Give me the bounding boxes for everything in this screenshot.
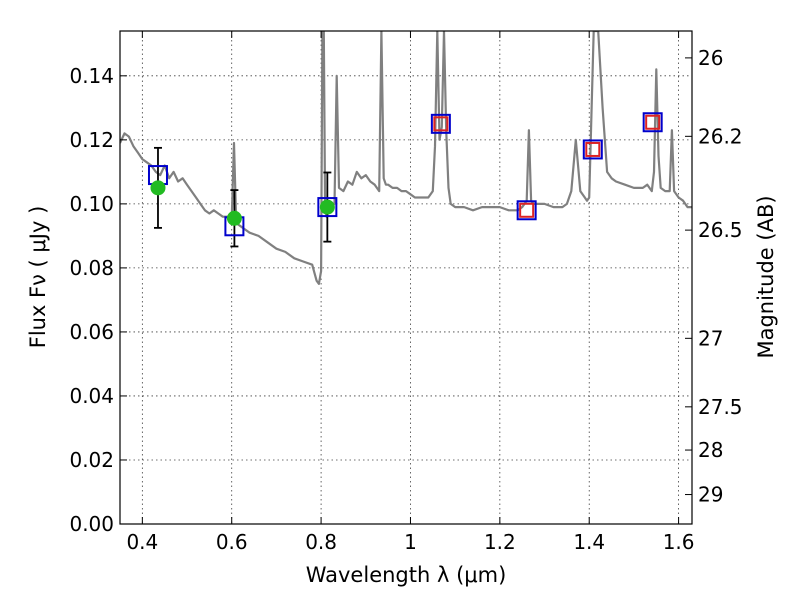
ticks: 0.4 0.6 0.8 1 1.2 1.4 1.6 0.00 0.02 0.04 0.06 0.08 0… (69, 31, 743, 554)
y2-tick-label: 27.5 (698, 395, 743, 419)
x-tick-label: 1.6 (663, 530, 695, 554)
y-tick-label: 0.02 (69, 448, 114, 472)
y2-tick-label: 26.2 (698, 124, 743, 148)
plot-area (120, 31, 692, 285)
model-square-blue (642, 112, 663, 133)
y-tick-label: 0.08 (69, 256, 114, 280)
y2-tick-label: 28 (698, 438, 723, 462)
x-tick-label: 1 (404, 530, 417, 554)
x-tick-label: 0.8 (305, 530, 337, 554)
y2-tick-label: 26 (698, 46, 723, 70)
plot-frame (119, 30, 693, 525)
observed-point (226, 210, 242, 226)
x-tick-label: 1.4 (573, 530, 605, 554)
y-axis-title: Flux Fν ( μJy ) (26, 206, 50, 349)
model-square-red (433, 116, 449, 132)
y2-tick-label: 27 (698, 326, 723, 350)
model-square-blue (516, 200, 537, 221)
y-tick-label: 0.04 (69, 384, 114, 408)
y-tick-label: 0.00 (69, 512, 114, 536)
y2-axis-title: Magnitude (AB) (754, 195, 778, 358)
y2-tick-label: 29 (698, 483, 723, 507)
x-axis-title: Wavelength λ (μm) (306, 563, 507, 587)
y-tick-label: 0.10 (69, 192, 114, 216)
model-square-red (585, 141, 601, 157)
observed-point (319, 199, 335, 215)
model-square-blue (582, 139, 603, 160)
x-tick-label: 1.2 (484, 530, 516, 554)
x-tick-label: 0.4 (126, 530, 158, 554)
y-tick-label: 0.14 (69, 64, 114, 88)
observed-point (150, 180, 166, 196)
grid (120, 31, 692, 524)
model-square-red (519, 202, 535, 218)
y-tick-label: 0.12 (69, 128, 114, 152)
y2-tick-label: 26.5 (698, 218, 743, 242)
model-square-blue (317, 197, 338, 218)
x-tick-label: 0.6 (216, 530, 248, 554)
model-square-red (645, 114, 661, 130)
sed-line (120, 31, 692, 285)
markers (147, 112, 663, 248)
model-square-blue (430, 113, 451, 134)
y-tick-label: 0.06 (69, 320, 114, 344)
